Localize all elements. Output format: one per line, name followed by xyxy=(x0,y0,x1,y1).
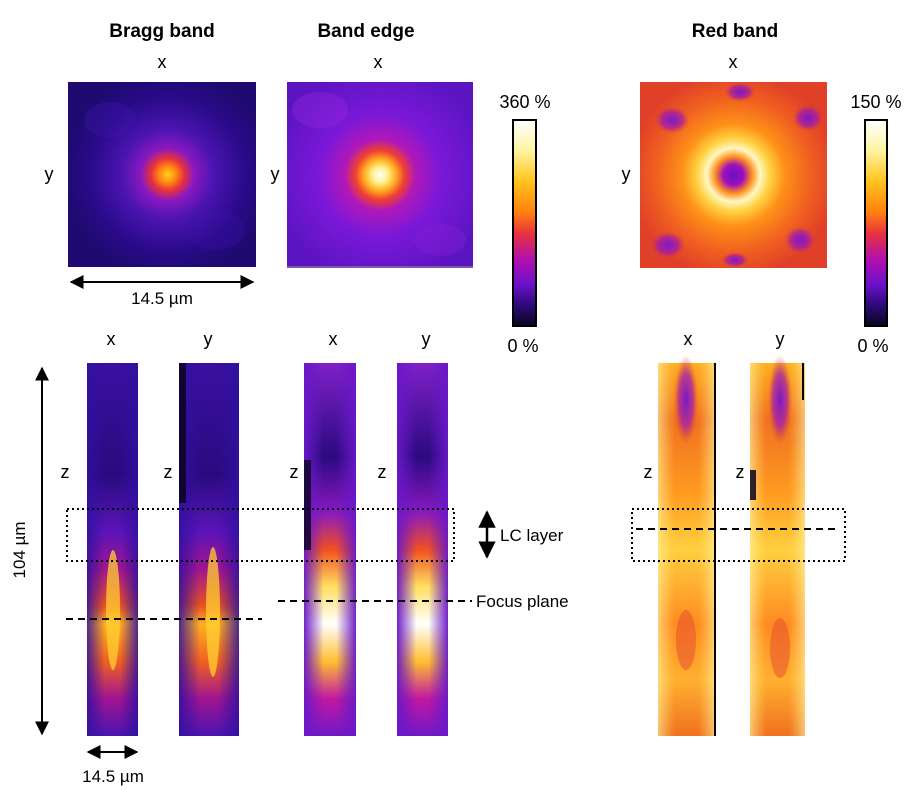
map-band-edge-xy xyxy=(287,82,473,268)
map-bragg-band-xy xyxy=(68,82,256,267)
col-x-label-red: x xyxy=(684,329,693,349)
top-y-label-edge: y xyxy=(271,164,280,184)
colorbar-left xyxy=(512,119,537,327)
z-label-red-y: z xyxy=(736,462,745,482)
colorbar-left-min: 0 % xyxy=(507,336,538,356)
column-band-edge-yz xyxy=(397,363,448,736)
col-x-label-bragg: x xyxy=(107,329,116,349)
lc-layer-label: LC layer xyxy=(500,526,564,545)
column-bragg-band-yz xyxy=(179,363,239,736)
z-label-bragg-y: z xyxy=(164,462,173,482)
colorbar-right-max: 150 % xyxy=(850,92,901,112)
column-band-edge-xz xyxy=(304,363,356,736)
colorbar-left-max: 360 % xyxy=(499,92,550,112)
lc-layer-box-left xyxy=(66,508,455,562)
top-y-label-bragg: y xyxy=(45,164,54,184)
column-width-label: 14.5 µm xyxy=(82,767,144,786)
inplane-scale-label: 14.5 µm xyxy=(131,289,193,308)
lc-layer-box-right xyxy=(631,508,846,562)
top-x-label-edge: x xyxy=(374,52,383,72)
col-y-label-red: y xyxy=(776,329,785,349)
colorbar-right xyxy=(864,119,888,327)
top-x-label-red: x xyxy=(729,52,738,72)
map-red-band-xy xyxy=(640,82,827,268)
col-y-label-bragg: y xyxy=(204,329,213,349)
z-label-edge-y: z xyxy=(378,462,387,482)
top-x-label-bragg: x xyxy=(158,52,167,72)
title-bragg-band: Bragg band xyxy=(109,21,215,42)
top-y-label-red: y xyxy=(622,164,631,184)
focus-plane-label: Focus plane xyxy=(476,592,569,611)
z-label-bragg-x: z xyxy=(61,462,70,482)
col-x-label-edge: x xyxy=(329,329,338,349)
col-y-label-edge: y xyxy=(422,329,431,349)
column-red-band-yz xyxy=(750,355,805,736)
title-red-band: Red band xyxy=(692,21,779,42)
colorbar-right-min: 0 % xyxy=(857,336,888,356)
z-label-edge-x: z xyxy=(290,462,299,482)
column-red-band-xz xyxy=(658,355,716,736)
title-band-edge: Band edge xyxy=(317,21,414,42)
axial-scale-label: 104 µm xyxy=(10,521,29,578)
column-bragg-band-xz xyxy=(87,363,138,736)
z-label-red-x: z xyxy=(644,462,653,482)
